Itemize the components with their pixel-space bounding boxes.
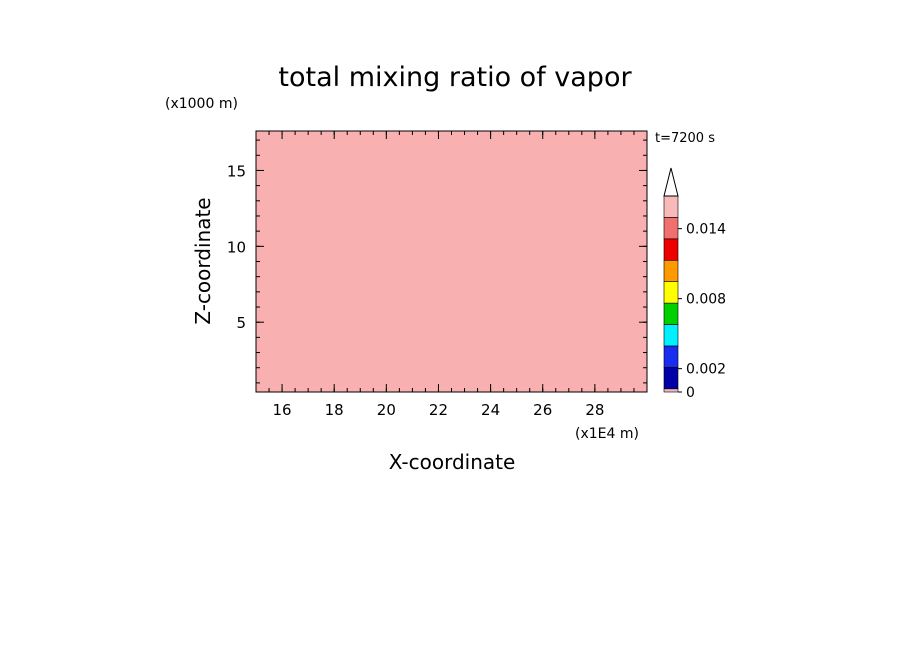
colorbar-segment: [663, 345, 679, 368]
y-tick-label: 5: [236, 314, 246, 332]
colorbar-tick-label: 0: [686, 385, 695, 401]
chart-title: total mixing ratio of vapor: [278, 62, 632, 93]
colorbar-segment: [663, 367, 679, 390]
x-tick-label: 26: [533, 401, 552, 419]
y-axis: 5 10 15: [227, 139, 647, 384]
colorbar-segment: [663, 259, 679, 282]
colorbar-segment: [663, 238, 679, 261]
y-tick-label: 10: [227, 238, 246, 256]
colorbar-segment: [663, 302, 679, 325]
x-tick-label: 18: [325, 401, 344, 419]
x-tick-label: 22: [429, 401, 448, 419]
colorbar: 0 0.002 0.008 0.014: [663, 167, 726, 401]
time-label: t=7200 s: [655, 131, 715, 146]
contour-band-8: [256, 131, 647, 392]
colorbar-segment: [663, 281, 679, 304]
x-tick-label: 16: [273, 401, 292, 419]
plot-area: [256, 131, 647, 392]
y-unit-label: (x1000 m): [165, 96, 238, 112]
x-axis-title: X-coordinate: [389, 450, 516, 474]
colorbar-tick-label: 0.002: [686, 362, 726, 378]
x-tick-label: 20: [377, 401, 396, 419]
colorbar-extend-arrow: [663, 167, 679, 197]
colorbar-segment: [663, 388, 679, 393]
colorbar-segment: [663, 217, 679, 240]
colorbar-tick-label: 0.008: [686, 292, 726, 308]
colorbar-segment: [663, 195, 679, 218]
x-tick-label: 28: [585, 401, 604, 419]
y-tick-label: 15: [227, 162, 246, 180]
colorbar-tick-label: 0.014: [686, 222, 726, 238]
y-axis-title: Z-coordinate: [191, 197, 215, 324]
x-axis: 16 18 20 22 24 26 28: [255, 131, 648, 419]
colorbar-segment: [663, 324, 679, 347]
x-tick-label: 24: [481, 401, 500, 419]
x-unit-label: (x1E4 m): [575, 426, 639, 442]
